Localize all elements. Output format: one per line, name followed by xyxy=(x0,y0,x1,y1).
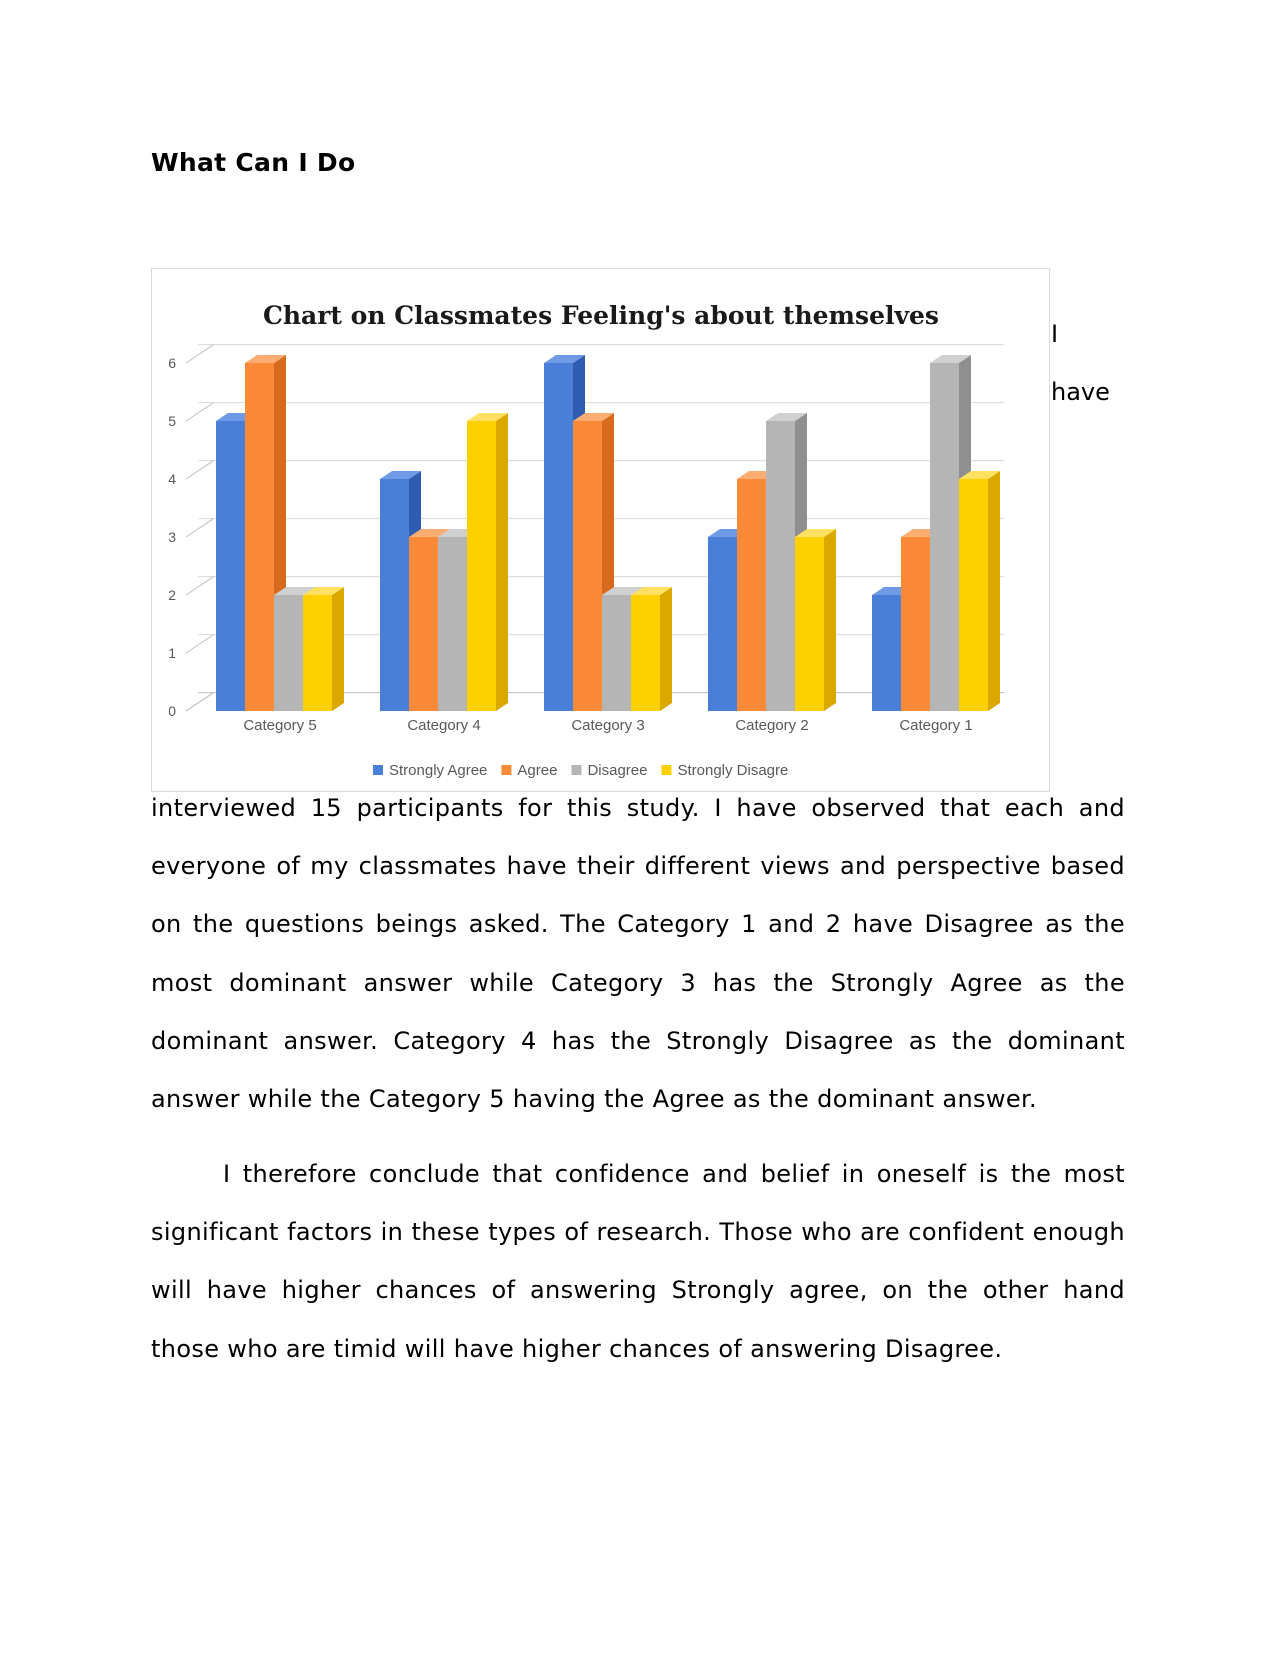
x-tick-label: Category 2 xyxy=(735,717,808,734)
bar-top xyxy=(795,529,836,537)
y-tick-label: 1 xyxy=(168,645,176,661)
bar-front xyxy=(737,479,766,711)
x-tick-label: Category 3 xyxy=(571,717,644,734)
x-tick-label: Category 1 xyxy=(899,717,972,734)
bar-top xyxy=(380,471,421,479)
bar-side xyxy=(824,529,836,711)
bar-front xyxy=(901,537,930,711)
bar-front xyxy=(245,363,274,711)
text-fragment-i: I xyxy=(1051,320,1059,348)
bar-side xyxy=(496,413,508,711)
x-tick-label: Category 4 xyxy=(407,717,480,734)
y-tick-label: 5 xyxy=(168,413,176,429)
gridline-depth xyxy=(185,518,214,538)
gridline-depth xyxy=(185,402,214,422)
legend-swatch xyxy=(373,765,383,775)
bar-side xyxy=(660,587,672,711)
bar-front xyxy=(380,479,409,711)
chart-frame[interactable]: Chart on Classmates Feeling's about them… xyxy=(151,268,1050,792)
legend-swatch xyxy=(661,765,672,775)
gridline-depth xyxy=(185,634,214,654)
bar-top xyxy=(602,587,643,595)
y-tick-label: 4 xyxy=(168,471,176,487)
bar-top xyxy=(959,471,1000,479)
floor-edge xyxy=(185,692,214,712)
bar-front xyxy=(959,479,988,711)
bar-front xyxy=(409,537,438,711)
y-tick-label: 6 xyxy=(168,355,176,371)
bar-top xyxy=(573,413,614,421)
bar-top xyxy=(303,587,344,595)
bar-front xyxy=(216,421,245,711)
bar-side xyxy=(988,471,1000,711)
bar-front xyxy=(872,595,901,711)
bar-top xyxy=(274,587,315,595)
y-tick-label: 3 xyxy=(168,529,176,545)
bar-front xyxy=(573,421,602,711)
gridline-depth xyxy=(185,344,214,364)
bar-side xyxy=(332,587,344,711)
bar-front xyxy=(766,421,795,711)
bar-front xyxy=(467,421,496,711)
y-tick-label: 2 xyxy=(168,587,176,603)
text-fragment-have: have xyxy=(1051,378,1110,406)
bar-front xyxy=(708,537,737,711)
legend-label: Disagree xyxy=(587,762,647,779)
bar-front xyxy=(303,595,332,711)
bar-front xyxy=(930,363,959,711)
bar-top xyxy=(245,355,286,363)
legend-swatch xyxy=(571,765,582,775)
gridline-depth xyxy=(185,576,214,596)
chart-title: Chart on Classmates Feeling's about them… xyxy=(263,301,939,330)
x-tick-label: Category 5 xyxy=(243,717,316,734)
body-paragraph-1: interviewed 15 participants for this stu… xyxy=(151,794,1125,1114)
bar-top xyxy=(766,413,807,421)
bar-front xyxy=(438,537,467,711)
bar-top xyxy=(467,413,508,421)
bar-front xyxy=(795,537,824,711)
bar-chart: Chart on Classmates Feeling's about them… xyxy=(168,301,1004,779)
bar-front xyxy=(544,363,573,711)
bar-top xyxy=(631,587,672,595)
gridline-depth xyxy=(185,460,214,480)
bar-top xyxy=(930,355,971,363)
bar-front xyxy=(274,595,303,711)
page-heading: What Can I Do xyxy=(151,148,356,177)
legend-swatch xyxy=(501,765,512,775)
bar-front xyxy=(602,595,631,711)
legend-label: Agree xyxy=(517,762,557,779)
bar-front xyxy=(631,595,660,711)
bar-top xyxy=(409,529,450,537)
y-tick-label: 0 xyxy=(168,703,176,719)
legend-label: Strongly Disagre xyxy=(677,762,788,779)
legend-label: Strongly Agree xyxy=(389,762,487,779)
body-paragraph-2: I therefore conclude that confidence and… xyxy=(151,1160,1125,1363)
bar-top xyxy=(544,355,585,363)
